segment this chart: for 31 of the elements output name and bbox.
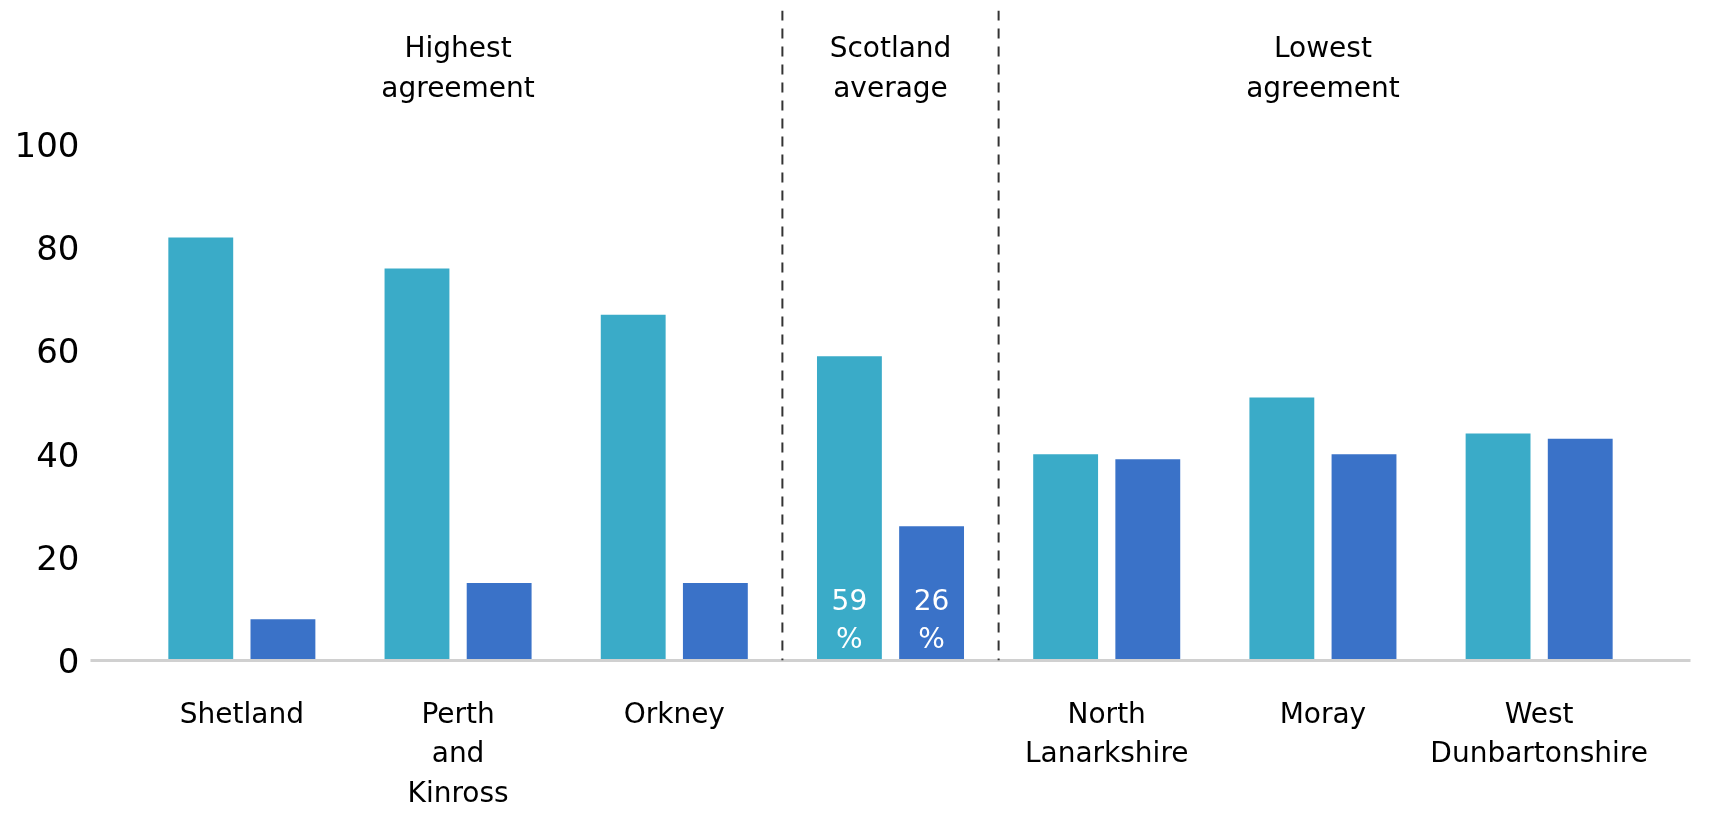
x-tick-label: Moray	[1279, 696, 1367, 730]
x-tick-label: West Dunbartonshire	[1430, 696, 1648, 770]
bar	[816, 356, 882, 661]
bar	[682, 583, 748, 661]
x-tick-label: Perth and Kinross	[407, 696, 509, 809]
annotation: Lowest agreement	[1246, 31, 1400, 104]
bar	[1465, 433, 1531, 661]
y-tick-label: 100	[14, 125, 80, 166]
y-tick-label: 80	[36, 228, 80, 269]
bar	[1115, 459, 1181, 661]
bar	[168, 237, 234, 661]
bar	[1331, 454, 1397, 661]
bar	[384, 268, 450, 661]
bar	[466, 583, 532, 661]
y-tick-label: 40	[36, 434, 80, 475]
data-label: 59%	[831, 584, 868, 656]
x-tick-label: North Lanarkshire	[1024, 696, 1189, 770]
data-label: 26%	[913, 584, 950, 656]
y-tick-label: 60	[36, 331, 80, 372]
annotation: Highest agreement	[381, 31, 535, 104]
annotation: Scotland average	[829, 31, 952, 104]
bar	[1547, 438, 1613, 661]
x-tick-label: Shetland	[179, 696, 304, 730]
bar	[1033, 454, 1099, 661]
y-tick-label: 20	[36, 537, 80, 578]
bar	[899, 526, 965, 661]
x-tick-label: Orkney	[623, 696, 725, 730]
y-tick-label: 0	[57, 641, 80, 681]
bar	[250, 619, 316, 661]
bar	[600, 314, 666, 661]
bar	[1249, 397, 1315, 661]
